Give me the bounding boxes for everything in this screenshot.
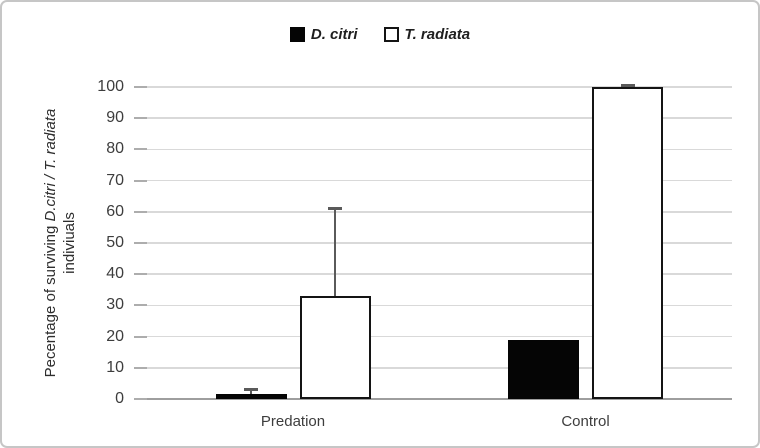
error-bar [250,389,252,395]
y-tick-mark [134,335,147,338]
x-axis-line [147,398,732,400]
y-tick-label: 70 [106,171,124,189]
gridline [147,117,732,119]
legend-item-d-citri: D. citri [289,26,358,43]
gridline [147,148,732,151]
x-axis-label-control: Control [561,413,610,430]
legend-item-t-radiata: T. radiata [383,26,471,43]
y-tick-label: 90 [106,109,124,127]
y-tick-label: 0 [115,390,124,407]
y-tick-mark [134,148,147,151]
y-axis-title-line1: Pecentage of surviving D.citri / T. radi… [42,108,59,378]
gridline [147,86,732,88]
plot-area: 0 10 20 30 40 50 60 70 80 90 100 Predation Control [97,78,732,430]
legend-swatch-icon [383,27,399,42]
legend-swatch-icon [289,27,305,42]
y-tick-mark [134,273,147,276]
y-tick-mark [134,398,147,400]
bar-control-d-citri [508,339,579,399]
error-bar-cap [244,388,258,392]
y-tick-label: 100 [97,78,124,95]
y-tick-mark [134,86,147,88]
y-tick-label: 20 [106,327,124,345]
gridline [147,367,732,369]
y-tick-label: 40 [106,265,124,283]
bar-predation-d-citri [215,394,287,399]
bar-control-t-radiata [592,87,663,399]
error-bar-cap [620,83,635,87]
gridline [147,273,732,275]
legend: D. citri T. radiata [2,26,758,43]
gridline [147,211,732,213]
y-tick-mark [134,242,147,244]
y-tick-mark [134,117,147,120]
y-tick-label: 60 [106,202,124,220]
y-tick-label: 30 [106,296,124,314]
y-tick-mark [134,210,147,213]
gridline [147,335,732,338]
y-tick-label: 10 [106,358,124,376]
bar-predation-t-radiata [299,296,371,399]
y-tick-mark [134,304,147,307]
gridline [147,179,732,182]
gridline [147,242,732,244]
y-tick-label: 80 [106,140,124,158]
legend-label: T. radiata [404,26,471,43]
error-bar-cap [328,207,342,211]
gridline [147,304,732,307]
y-tick-mark [134,366,147,369]
y-tick-label: 50 [106,234,124,251]
y-tick-mark [134,179,147,182]
legend-label: D. citri [310,26,358,43]
error-bar [334,208,336,297]
x-axis-label-predation: Predation [260,413,326,430]
